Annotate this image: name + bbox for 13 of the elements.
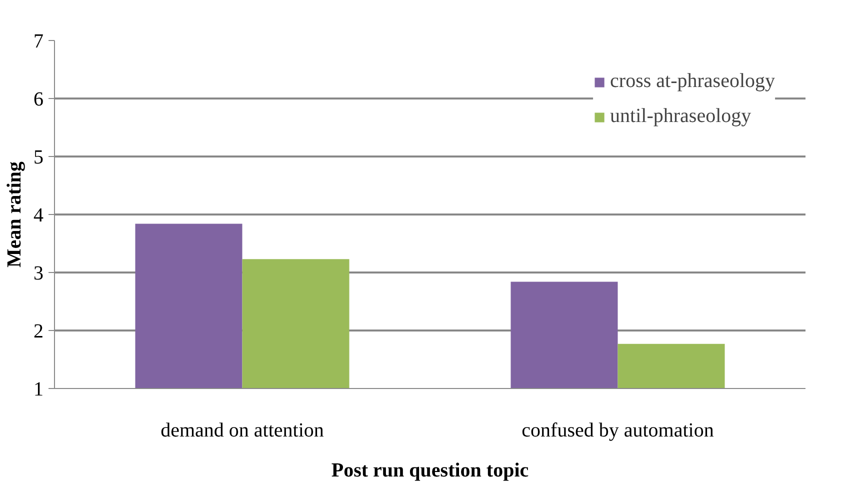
legend-label: until-phraseology <box>610 105 752 128</box>
y-tick-label: 3 <box>34 262 44 284</box>
y-tick-label: 6 <box>34 88 44 110</box>
x-tick-label: confused by automation <box>522 420 714 442</box>
y-tick-label: 5 <box>34 146 44 168</box>
x-axis-title: Post run question topic <box>331 460 529 482</box>
y-axis-title: Mean rating <box>4 161 26 268</box>
y-tick-label: 7 <box>34 30 44 52</box>
y-tick-label: 4 <box>34 204 44 226</box>
x-tick-label: demand on attention <box>160 420 324 442</box>
y-tick-label: 1 <box>34 378 44 400</box>
legend-label: cross at-phraseology <box>610 70 775 93</box>
y-tick-label: 2 <box>34 320 44 342</box>
